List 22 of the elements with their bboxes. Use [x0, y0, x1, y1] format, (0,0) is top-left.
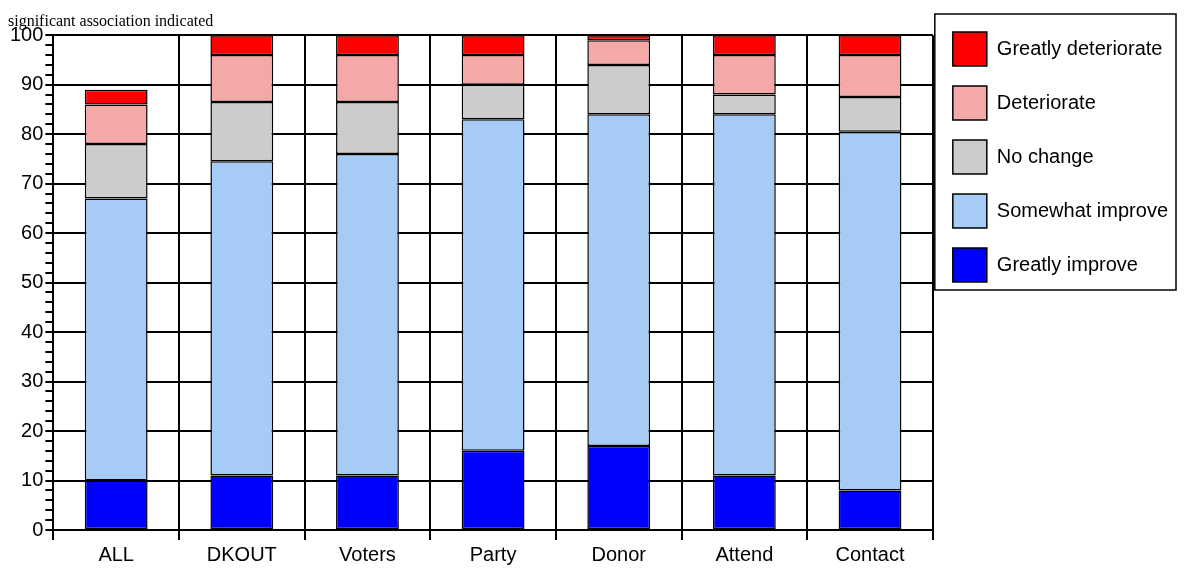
- x-tick-label: Donor: [591, 542, 647, 565]
- y-tick-label: 40: [21, 319, 44, 342]
- y-tick-label: 60: [21, 220, 44, 243]
- y-tick-label: 50: [21, 270, 44, 293]
- x-tick-label: Voters: [339, 542, 396, 565]
- legend-label: Greatly deteriorate: [996, 36, 1163, 59]
- y-tick-label: 90: [21, 72, 44, 95]
- x-tick-label: Attend: [715, 542, 774, 565]
- y-tick-label: 0: [32, 517, 44, 540]
- y-tick-label: 10: [21, 468, 44, 491]
- y-tick-label: 30: [21, 369, 44, 392]
- y-tick-label: 20: [21, 418, 44, 441]
- y-tick-label: 80: [21, 121, 44, 144]
- x-tick-label: ALL: [98, 542, 134, 565]
- x-tick-label: Party: [469, 542, 517, 565]
- legend-label: Deteriorate: [996, 90, 1096, 113]
- x-tick-label: Contact: [835, 542, 905, 565]
- legend-label: Somewhat improve: [996, 198, 1169, 221]
- y-tick-label: 70: [21, 171, 44, 194]
- legend-label: Greatly improve: [996, 252, 1138, 275]
- legend-label: No change: [996, 144, 1094, 167]
- x-tick-label: DKOUT: [206, 542, 277, 565]
